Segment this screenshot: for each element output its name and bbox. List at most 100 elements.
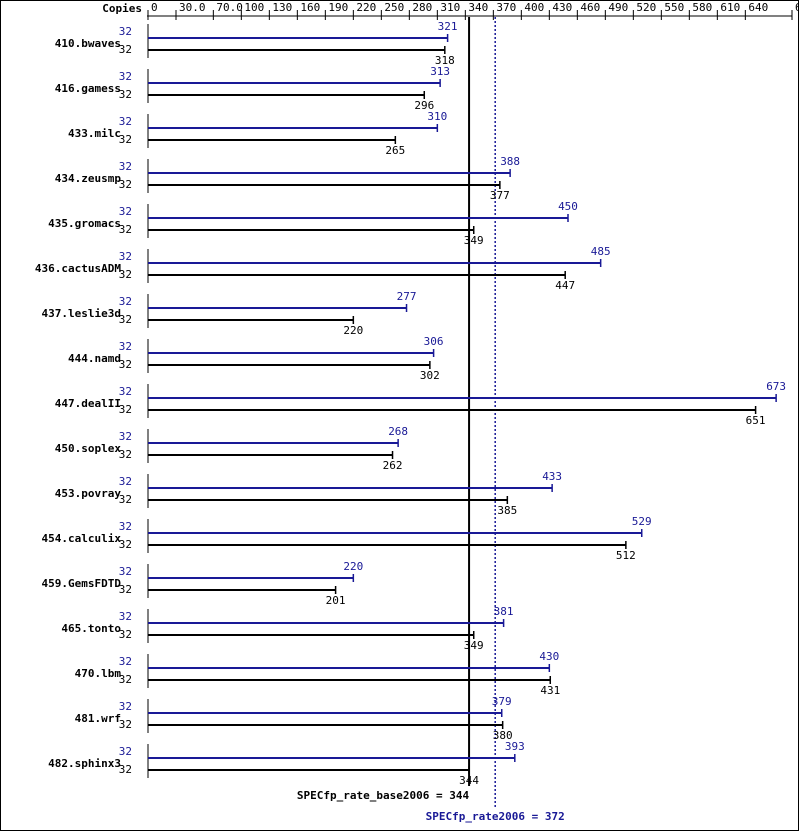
copies-label: 32 xyxy=(119,268,132,281)
value-label: 651 xyxy=(746,414,766,427)
benchmark-label: 459.GemsFDTD xyxy=(42,577,122,590)
copies-label: 32 xyxy=(119,88,132,101)
copies-label: 32 xyxy=(119,520,132,533)
value-label: 220 xyxy=(343,324,363,337)
value-label: 393 xyxy=(505,740,525,753)
value-label: 318 xyxy=(435,54,455,67)
value-label: 450 xyxy=(558,200,578,213)
benchmark-label: 470.lbm xyxy=(75,667,122,680)
benchmark-label: 436.cactusADM xyxy=(35,262,121,275)
copies-label: 32 xyxy=(119,43,132,56)
x-tick-label: 220 xyxy=(356,1,376,14)
x-tick-label: 550 xyxy=(664,1,684,14)
copies-label: 32 xyxy=(119,223,132,236)
copies-label: 32 xyxy=(119,25,132,38)
reference-label: SPECfp_rate2006 = 372 xyxy=(426,810,565,823)
copies-label: 32 xyxy=(119,250,132,263)
value-label: 306 xyxy=(424,335,444,348)
copies-header: Copies xyxy=(102,2,142,15)
x-tick-label: 130 xyxy=(272,1,292,14)
value-label: 349 xyxy=(464,639,484,652)
value-label: 447 xyxy=(555,279,575,292)
x-tick-label: 310 xyxy=(440,1,460,14)
value-label: 431 xyxy=(540,684,560,697)
x-tick-label: 250 xyxy=(384,1,404,14)
value-label: 385 xyxy=(497,504,517,517)
benchmark-label: 454.calculix xyxy=(42,532,122,545)
copies-label: 32 xyxy=(119,655,132,668)
benchmark-label: 416.gamess xyxy=(55,82,121,95)
copies-label: 32 xyxy=(119,313,132,326)
value-label: 265 xyxy=(385,144,405,157)
copies-label: 32 xyxy=(119,718,132,731)
x-tick-label: 640 xyxy=(748,1,768,14)
copies-label: 32 xyxy=(119,493,132,506)
copies-label: 32 xyxy=(119,700,132,713)
copies-label: 32 xyxy=(119,340,132,353)
reference-label: SPECfp_rate_base2006 = 344 xyxy=(297,789,470,802)
value-label: 302 xyxy=(420,369,440,382)
copies-label: 32 xyxy=(119,628,132,641)
benchmark-label: 447.dealII xyxy=(55,397,121,410)
benchmark-label: 453.povray xyxy=(55,487,122,500)
x-tick-label: 690 xyxy=(795,1,799,14)
x-tick-label: 0 xyxy=(151,1,158,14)
copies-label: 32 xyxy=(119,538,132,551)
value-label: 321 xyxy=(438,20,458,33)
value-label: 379 xyxy=(492,695,512,708)
value-label: 277 xyxy=(397,290,417,303)
value-label: 349 xyxy=(464,234,484,247)
value-label: 344 xyxy=(459,774,479,787)
x-tick-label: 340 xyxy=(468,1,488,14)
value-label: 512 xyxy=(616,549,636,562)
x-tick-label: 70.0 xyxy=(216,1,243,14)
copies-label: 32 xyxy=(119,475,132,488)
value-label: 529 xyxy=(632,515,652,528)
value-label: 310 xyxy=(427,110,447,123)
x-tick-label: 490 xyxy=(608,1,628,14)
x-tick-label: 190 xyxy=(328,1,348,14)
value-label: 268 xyxy=(388,425,408,438)
value-label: 313 xyxy=(430,65,450,78)
value-label: 220 xyxy=(343,560,363,573)
copies-label: 32 xyxy=(119,610,132,623)
benchmark-label: 481.wrf xyxy=(75,712,121,725)
copies-label: 32 xyxy=(119,430,132,443)
benchmark-label: 450.soplex xyxy=(55,442,122,455)
x-tick-label: 430 xyxy=(552,1,572,14)
x-tick-label: 400 xyxy=(524,1,544,14)
value-label: 380 xyxy=(493,729,513,742)
benchmark-label: 444.namd xyxy=(68,352,121,365)
benchmark-label: 437.leslie3d xyxy=(42,307,121,320)
copies-label: 32 xyxy=(119,583,132,596)
x-tick-label: 30.0 xyxy=(179,1,206,14)
benchmark-label: 482.sphinx3 xyxy=(48,757,121,770)
value-label: 430 xyxy=(539,650,559,663)
copies-label: 32 xyxy=(119,295,132,308)
copies-label: 32 xyxy=(119,160,132,173)
copies-label: 32 xyxy=(119,565,132,578)
benchmark-label: 435.gromacs xyxy=(48,217,121,230)
x-tick-label: 580 xyxy=(692,1,712,14)
copies-label: 32 xyxy=(119,358,132,371)
value-label: 296 xyxy=(414,99,434,112)
copies-label: 32 xyxy=(119,133,132,146)
x-tick-label: 610 xyxy=(720,1,740,14)
copies-label: 32 xyxy=(119,115,132,128)
copies-label: 32 xyxy=(119,205,132,218)
x-tick-label: 520 xyxy=(636,1,656,14)
x-tick-label: 280 xyxy=(412,1,432,14)
copies-label: 32 xyxy=(119,385,132,398)
benchmark-label: 433.milc xyxy=(68,127,121,140)
benchmark-label: 434.zeusmp xyxy=(55,172,122,185)
value-label: 485 xyxy=(591,245,611,258)
benchmark-label: 465.tonto xyxy=(61,622,121,635)
value-label: 262 xyxy=(383,459,403,472)
copies-label: 32 xyxy=(119,448,132,461)
value-label: 673 xyxy=(766,380,786,393)
copies-label: 32 xyxy=(119,403,132,416)
value-label: 201 xyxy=(326,594,346,607)
copies-label: 32 xyxy=(119,763,132,776)
